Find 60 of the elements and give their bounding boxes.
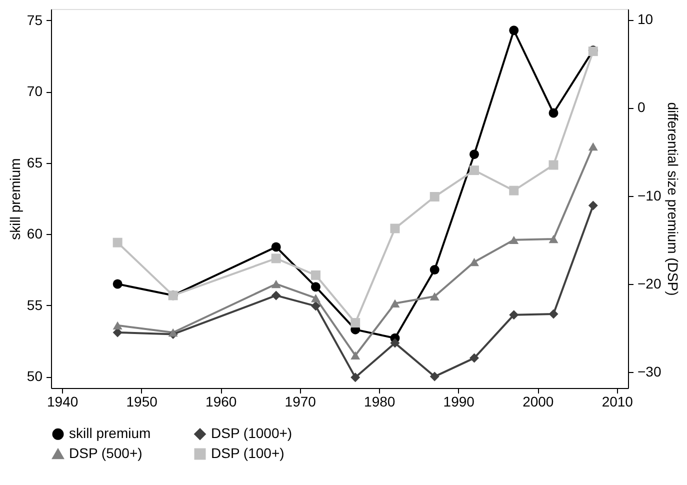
point <box>112 279 122 289</box>
point <box>271 290 281 300</box>
y-tick-label: 65 <box>26 154 43 170</box>
point <box>588 142 598 151</box>
y2-tick-label: 0 <box>638 99 646 116</box>
point <box>271 280 281 288</box>
point <box>469 353 479 363</box>
point <box>390 338 400 348</box>
point <box>469 166 479 176</box>
point <box>509 26 519 36</box>
point <box>469 258 479 266</box>
point <box>430 372 440 382</box>
x-tick-label: 1990 <box>443 394 475 410</box>
point <box>588 200 598 210</box>
x-tick-label: 1970 <box>284 394 316 410</box>
point <box>310 301 320 311</box>
point <box>509 186 519 196</box>
point <box>509 236 519 244</box>
x-tick-label: 1980 <box>364 394 396 410</box>
x-tick-label: 1940 <box>47 394 78 410</box>
y-tick-label: 50 <box>26 368 43 384</box>
legend-label: DSP (1000+) <box>211 425 292 442</box>
point <box>430 265 440 274</box>
point <box>548 108 558 118</box>
point <box>548 234 558 244</box>
x-tick-label: 2010 <box>602 394 634 410</box>
legend-label: DSP (500+) <box>69 445 142 461</box>
legend-label: skill premium <box>69 425 151 442</box>
point <box>310 294 320 302</box>
point <box>310 282 320 292</box>
point <box>350 372 360 382</box>
y-axis-title: skill premium <box>6 158 23 240</box>
point <box>112 238 122 248</box>
y2-tick-label: −20 <box>638 275 662 292</box>
legend-label: DSP (100+) <box>211 445 284 461</box>
y2-axis-title: differential size premium (DSP) <box>665 102 682 296</box>
y2-tick-label: −30 <box>638 364 662 380</box>
y-tick-label: 60 <box>26 226 43 242</box>
point <box>509 310 519 320</box>
point <box>350 351 360 360</box>
y-tick-label: 75 <box>26 12 43 28</box>
x-tick-label: 1960 <box>206 394 237 410</box>
y-tick-label: 70 <box>26 83 43 100</box>
y2-tick-label: −10 <box>638 187 662 204</box>
point <box>271 242 281 252</box>
point <box>310 270 320 280</box>
point <box>390 224 400 234</box>
point <box>390 299 400 308</box>
point <box>112 321 122 330</box>
point <box>350 318 360 328</box>
x-tick-label: 2000 <box>522 394 554 410</box>
y-tick-label: 55 <box>26 296 43 313</box>
x-tick-label: 1950 <box>126 394 158 410</box>
point <box>548 160 558 170</box>
point <box>548 309 558 319</box>
y2-tick-label: 10 <box>638 11 654 28</box>
point <box>271 254 281 264</box>
point <box>430 292 440 300</box>
point <box>469 150 479 160</box>
point <box>430 192 440 202</box>
